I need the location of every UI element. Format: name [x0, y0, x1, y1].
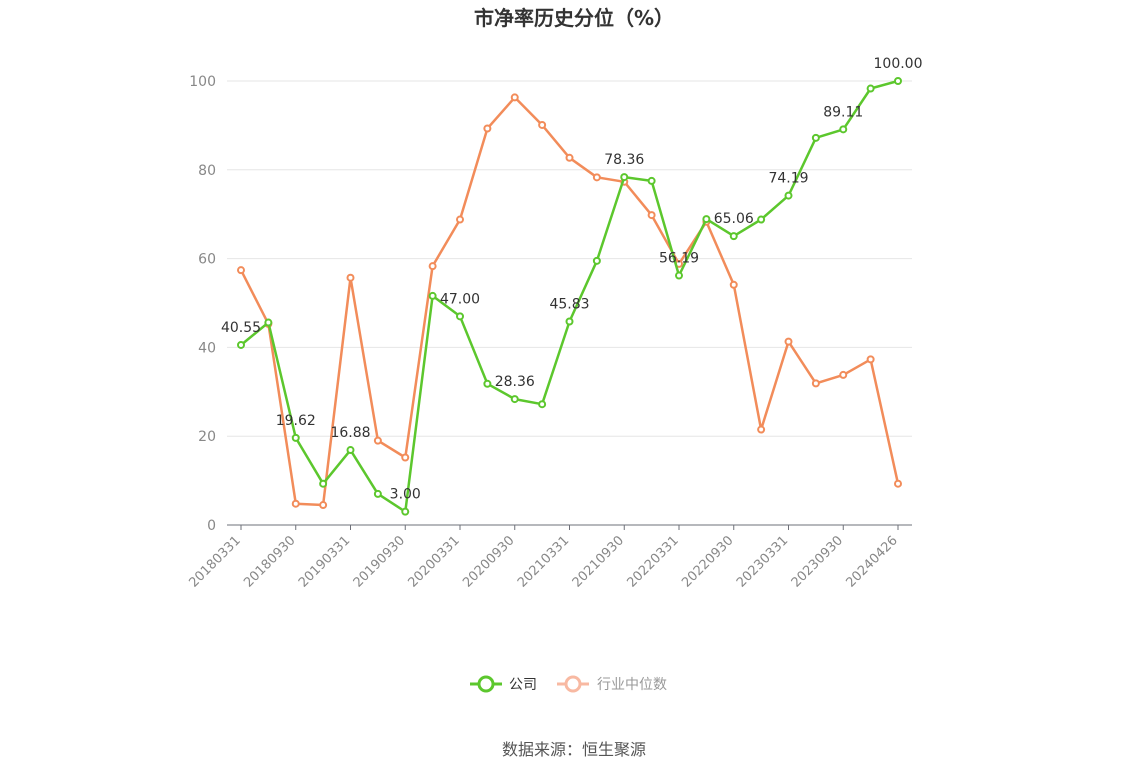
data-labels: 40.55 19.62 16.88 3.00 47.00 28.36 45.83 78.36 5…: [221, 56, 923, 503]
company-point: [620, 173, 629, 182]
company-point: [784, 191, 793, 200]
legend-industry-marker: [564, 675, 582, 693]
company-point: [866, 84, 875, 93]
y-tick-label: 0: [207, 518, 216, 534]
company-point: [428, 291, 437, 300]
industry-point: [291, 499, 300, 508]
company-point: [291, 433, 300, 442]
legend-item-industry[interactable]: 行业中位数: [557, 675, 667, 693]
company-point: [592, 256, 601, 265]
company-point: [346, 446, 355, 455]
x-tick-label: 20230331: [734, 533, 791, 590]
company-data-label: 19.62: [276, 413, 316, 429]
x-tick-label: 20220930: [679, 533, 736, 590]
x-tick-label: 20180331: [186, 533, 243, 590]
company-point: [538, 400, 547, 409]
industry-point: [319, 501, 328, 510]
company-point: [401, 507, 410, 516]
company-point: [373, 489, 382, 498]
company-data-label: 65.06: [714, 211, 754, 227]
legend-item-company[interactable]: 公司: [470, 675, 537, 693]
industry-point: [729, 280, 738, 289]
x-tick-label: 20190331: [296, 533, 353, 590]
company-point: [811, 133, 820, 142]
legend-company-label: 公司: [509, 677, 537, 693]
company-point: [510, 395, 519, 404]
company-data-label: 78.36: [604, 152, 644, 168]
industry-point: [538, 120, 547, 129]
industry-point: [456, 215, 464, 224]
y-axis: 0 20 40 60 80 100: [189, 74, 216, 534]
x-tick-label: 20200930: [460, 533, 517, 590]
legend: 公司 行业中位数: [470, 675, 667, 693]
x-tick-label: 20220331: [624, 533, 681, 590]
industry-point: [483, 124, 492, 133]
industry-point: [373, 436, 382, 445]
industry-point: [565, 153, 574, 162]
series-industry: [237, 93, 902, 510]
company-point: [729, 232, 738, 241]
industry-point: [757, 425, 766, 434]
company-point: [894, 77, 902, 85]
company-data-label: 40.55: [221, 320, 261, 336]
company-point: [647, 176, 656, 185]
company-point: [565, 317, 574, 326]
company-point: [839, 125, 848, 134]
y-tick-label: 20: [198, 429, 216, 445]
company-data-label: 16.88: [330, 425, 370, 441]
x-tick-label: 20230930: [789, 533, 846, 590]
industry-point: [839, 370, 848, 379]
industry-point: [866, 355, 875, 364]
company-data-label: 47.00: [440, 291, 480, 307]
x-tick-label: 20200331: [405, 533, 462, 590]
industry-point: [237, 266, 245, 275]
industry-point: [647, 211, 656, 220]
industry-point: [894, 479, 902, 488]
y-tick-label: 60: [198, 252, 216, 268]
company-data-label: 56.19: [659, 251, 699, 267]
legend-company-marker: [477, 675, 495, 693]
series-company: [237, 77, 902, 516]
company-point: [264, 318, 273, 327]
company-point: [237, 340, 245, 349]
chart-title: 市净率历史分位（%）: [474, 6, 674, 30]
industry-point: [811, 379, 820, 388]
industry-point: [346, 273, 355, 282]
x-tick-label: 20210930: [570, 533, 627, 590]
legend-industry-label: 行业中位数: [597, 677, 667, 693]
grid-lines: [227, 80, 912, 437]
x-tick-label: 20210331: [515, 533, 572, 590]
company-data-label: 3.00: [390, 487, 421, 503]
company-data-label: 100.00: [874, 56, 923, 72]
industry-point: [784, 337, 793, 346]
industry-point: [510, 93, 519, 102]
company-point: [702, 215, 711, 224]
industry-point: [592, 173, 601, 182]
industry-point: [401, 453, 410, 462]
company-point: [456, 312, 464, 321]
company-point: [319, 479, 328, 488]
x-axis: 2018033120180930201903312019093020200331…: [186, 524, 912, 591]
company-data-label: 45.83: [549, 297, 589, 313]
company-data-label: 28.36: [495, 374, 535, 390]
company-data-label: 74.19: [768, 171, 808, 187]
company-point: [757, 215, 766, 224]
y-tick-label: 80: [198, 163, 216, 179]
company-point: [483, 379, 492, 388]
company-data-label: 89.11: [823, 104, 863, 120]
y-tick-label: 40: [198, 340, 216, 356]
data-source: 数据来源：恒生聚源: [502, 740, 646, 759]
company-point: [675, 271, 683, 280]
y-tick-label: 100: [189, 74, 216, 90]
x-tick-label: 20240426: [843, 533, 900, 590]
x-tick-label: 20180930: [241, 533, 298, 590]
industry-point: [428, 262, 437, 271]
x-tick-label: 20190930: [351, 533, 408, 590]
